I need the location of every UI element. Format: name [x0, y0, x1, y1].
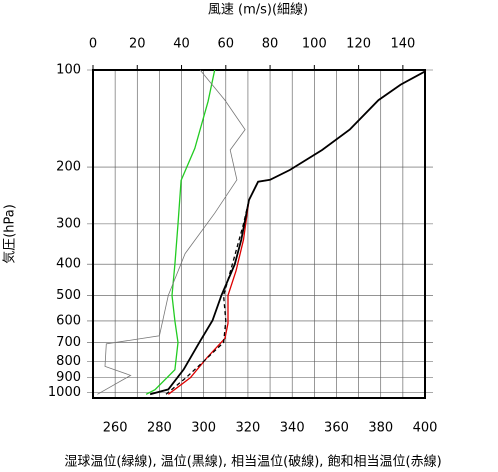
- caption: 湿球温位(緑線), 温位(黒線), 相当温位(破線), 飽和相当温位(赤線): [64, 454, 441, 470]
- y-tick-label: 1000: [48, 385, 81, 400]
- x-tick-label: 320: [236, 421, 261, 436]
- plot-frame: [92, 69, 426, 399]
- series-line: [165, 181, 259, 395]
- y-tick-label: 500: [56, 288, 81, 303]
- series-line: [167, 70, 426, 395]
- x2-tick-label: 80: [262, 37, 279, 52]
- y-tick-label: 300: [56, 216, 81, 231]
- y-tick-label: 600: [56, 313, 81, 328]
- x-tick-label: 280: [147, 421, 172, 436]
- y-tick-label: 900: [56, 370, 81, 385]
- x-tick-label: 360: [324, 421, 349, 436]
- x2-tick-label: 100: [302, 37, 327, 52]
- y-axis-label: 気圧(hPa): [2, 204, 18, 264]
- series-line: [145, 69, 216, 395]
- y-tick-label: 400: [56, 257, 81, 272]
- x2-axis-label: 風速 (m/s)(細線): [208, 2, 308, 18]
- x-tick-label: 260: [103, 421, 128, 436]
- x2-tick-label: 0: [89, 37, 97, 52]
- y-tick-label: 700: [56, 335, 81, 350]
- x-tick-label: 400: [413, 421, 438, 436]
- x-tick-label: 380: [368, 421, 393, 436]
- x-tick-label: 300: [191, 421, 216, 436]
- x2-tick-label: 120: [346, 37, 371, 52]
- x2-tick-label: 40: [173, 37, 190, 52]
- series-line: [97, 69, 246, 395]
- y-tick-label: 100: [56, 63, 81, 78]
- x2-tick-label: 20: [129, 37, 146, 52]
- x-tick-label: 340: [280, 421, 305, 436]
- y-tick-label: 200: [56, 160, 81, 175]
- x2-tick-label: 60: [218, 37, 235, 52]
- series-line: [149, 70, 426, 396]
- y-tick-label: 800: [56, 354, 81, 369]
- x2-tick-label: 140: [390, 37, 415, 52]
